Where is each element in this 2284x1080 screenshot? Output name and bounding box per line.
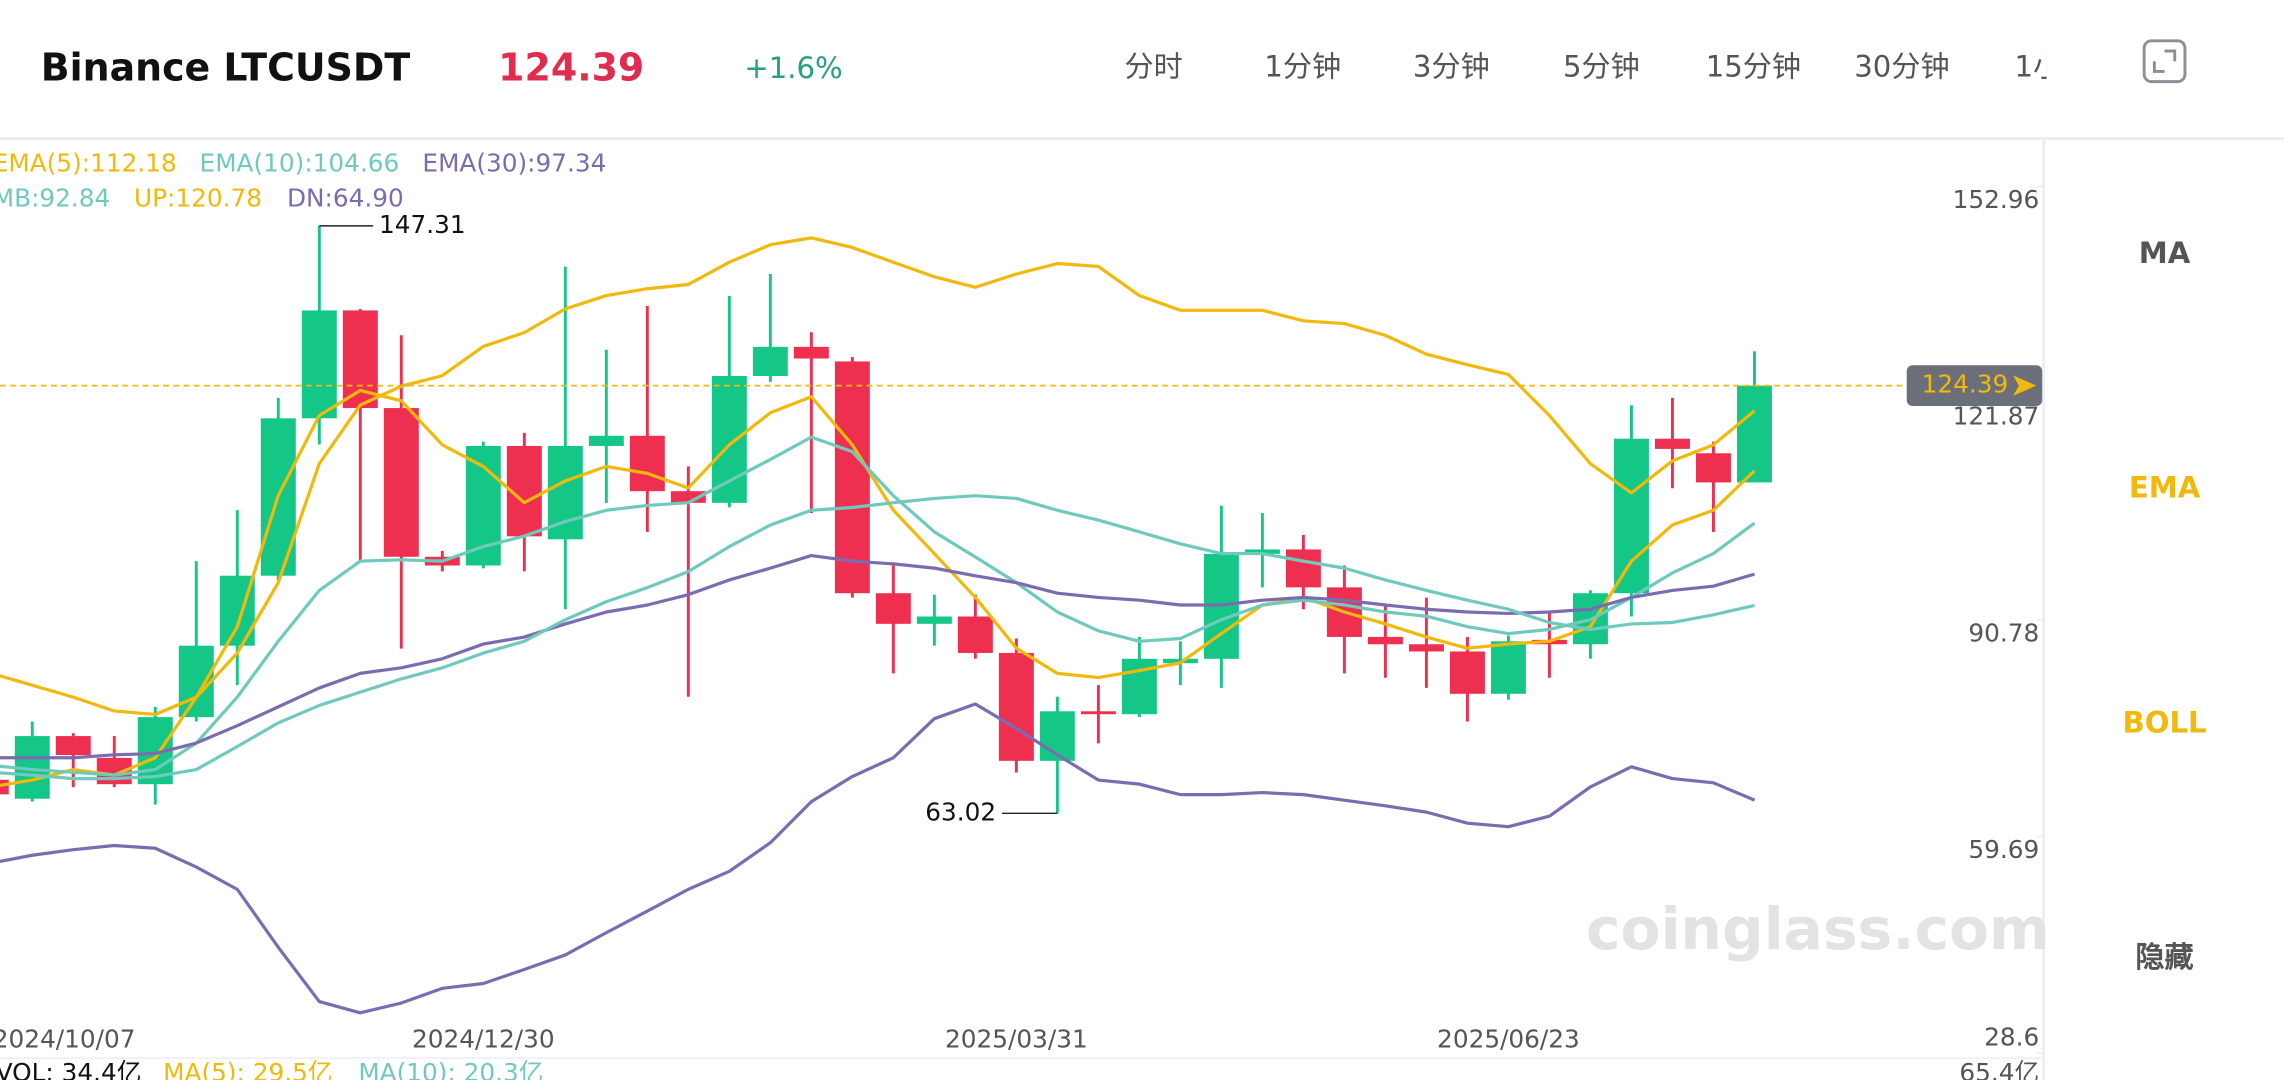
indicator-legend: DN:64.90	[287, 184, 404, 213]
interval-tab[interactable]: 15分钟	[1706, 49, 1801, 83]
x-tick-label: 2024/10/07	[0, 1025, 135, 1054]
indicator-line	[0, 388, 1756, 788]
candle-body	[916, 616, 952, 624]
volume-legend: MA(10): 20.3亿	[358, 1058, 543, 1080]
watermark: coinglass.com	[1586, 895, 2050, 963]
candle-body	[1367, 636, 1403, 645]
indicator-option[interactable]: 隐藏	[2135, 940, 2193, 974]
indicator-option[interactable]: EMA	[2129, 471, 2201, 505]
candle-body	[752, 346, 788, 376]
candle-body	[588, 435, 624, 446]
fullscreen-icon[interactable]	[2142, 39, 2187, 84]
y-tick-label: 121.87	[1953, 402, 2040, 431]
indicator-legend: EMA(5):112.18	[0, 149, 177, 178]
y-tick-label: 59.69	[1968, 835, 2039, 864]
candle-body	[55, 736, 91, 756]
interval-tab[interactable]: 30分钟	[1854, 49, 1949, 83]
indicator-option[interactable]: MA	[2139, 236, 2191, 270]
low-annotation: 63.02	[925, 797, 996, 826]
x-tick-label: 2025/03/31	[945, 1025, 1088, 1054]
interval-tabs: 分时 1分钟 3分钟 5分钟 15分钟 30分钟 1小时	[1125, 49, 2092, 83]
interval-tab[interactable]: 5分钟	[1563, 49, 1640, 83]
candle-body	[998, 652, 1034, 761]
candle-body	[383, 408, 419, 557]
candle-body	[1695, 453, 1731, 483]
candle-body	[1736, 385, 1772, 483]
x-tick-label: 2024/12/30	[412, 1025, 555, 1054]
indicator-line	[0, 236, 1756, 717]
candle-body	[711, 375, 747, 503]
candle-body	[1039, 711, 1075, 761]
plot-area	[0, 225, 1772, 1015]
candle-body	[1285, 549, 1321, 588]
candle-body	[1244, 549, 1280, 554]
candle-body	[793, 346, 829, 359]
candle-body	[0, 779, 9, 795]
candle-body	[178, 645, 214, 718]
candle-body	[875, 593, 911, 624]
interval-tab[interactable]: 分时	[1125, 49, 1183, 83]
interval-tab[interactable]: 1分钟	[1264, 49, 1341, 83]
volume-legend: VOL: 34.4亿	[0, 1058, 142, 1080]
interval-tab[interactable]: 3分钟	[1413, 49, 1490, 83]
fullscreen-arrows	[2152, 49, 2177, 73]
indicator-legend: EMA(10):104.66	[200, 149, 400, 178]
high-annotation: 147.31	[379, 210, 466, 239]
indicator-line	[0, 702, 1756, 1015]
indicator-sidebar: MA EMA BOLL 隐藏	[2123, 236, 2207, 974]
candle-body	[1408, 644, 1444, 652]
x-tick-label: 2025/06/23	[1437, 1025, 1580, 1054]
candle-body	[1449, 651, 1485, 694]
candle-body	[957, 616, 993, 653]
indicator-line	[0, 553, 1755, 760]
price-tag	[1906, 365, 2043, 407]
indicator-legend: MB:92.84	[0, 184, 110, 213]
candle-body	[547, 445, 583, 540]
y-tick-label: 90.78	[1968, 618, 2039, 647]
price-tag-arrow	[2013, 375, 2037, 396]
volume-axis-label: 65.4亿	[1959, 1058, 2039, 1080]
candle-body	[1490, 641, 1526, 694]
fullscreen-button[interactable]	[2142, 39, 2187, 84]
candle-body	[1613, 438, 1649, 594]
candle-body	[834, 361, 870, 594]
price-change: +1.6%	[744, 51, 842, 85]
volume-legend: MA(5): 29.5亿	[163, 1058, 332, 1080]
indicator-line	[0, 435, 1756, 777]
price-tag-label: 124.39	[1922, 370, 2009, 399]
indicator-legend: EMA(30):97.34	[422, 149, 606, 178]
overlay: 28.6 59.69 90.78 121.87 152.96 2024/10/07 2024…	[0, 149, 2044, 1080]
indicator-option[interactable]: BOLL	[2123, 705, 2207, 739]
indicator-line	[0, 494, 1755, 781]
interval-tab[interactable]: 1小时	[2015, 49, 2092, 83]
symbol-title: Binance LTCUSDT	[41, 45, 411, 89]
candle-body	[670, 491, 706, 503]
candle-body	[301, 310, 337, 419]
candle-body	[1080, 711, 1116, 715]
last-price: 124.39	[498, 45, 644, 89]
y-tick-label: 152.96	[1953, 185, 2040, 214]
candle-body	[629, 435, 665, 492]
candle-body	[1654, 438, 1690, 449]
y-tick-label: 28.6	[1984, 1023, 2039, 1052]
header: Binance LTCUSDT 124.39 +1.6% 分时 1分钟 3分钟 5分钟…	[0, 39, 2284, 140]
indicator-legend: UP:120.78	[134, 184, 262, 213]
